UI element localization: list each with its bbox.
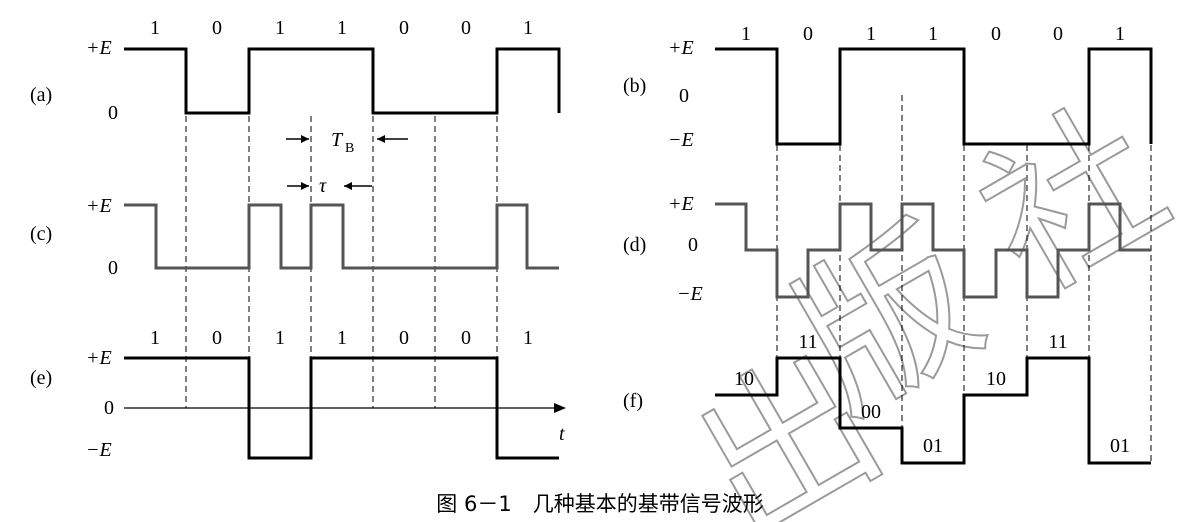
level-plus-e-label: +E (86, 195, 112, 217)
bit-label: 1 (523, 327, 533, 349)
bit-label: 1 (275, 17, 285, 39)
dibit-label: 01 (923, 435, 943, 457)
bit-label: 0 (803, 23, 813, 45)
waveform-c (124, 205, 559, 268)
dibit-label: 10 (734, 368, 754, 390)
panel-a-label: (a) (30, 84, 52, 106)
time-axis: t (124, 403, 566, 445)
panel-c: (c) +E 0 (30, 195, 559, 279)
dibit-label: 00 (861, 401, 881, 423)
bit-label: 1 (150, 327, 160, 349)
panel-c-label: (c) (30, 223, 52, 245)
level-plus-e-label: +E (86, 37, 112, 59)
bit-label: 0 (461, 327, 471, 349)
level-plus-e-label: +E (668, 37, 694, 59)
tb-label: T (331, 129, 344, 151)
level-zero-label: 0 (108, 102, 118, 124)
bit-labels-a: 1 0 1 1 0 0 1 (150, 17, 533, 39)
bit-label: 1 (337, 327, 347, 349)
bit-label: 1 (741, 23, 751, 45)
watermark-char: 社 (950, 73, 1196, 329)
level-zero-label: 0 (688, 234, 698, 256)
bit-label: 0 (212, 327, 222, 349)
tb-subscript: B (345, 141, 354, 156)
dibit-label: 01 (1110, 435, 1130, 457)
bit-label: 0 (212, 17, 222, 39)
waveform-a (124, 49, 559, 113)
bit-label: 1 (150, 17, 160, 39)
bit-label: 1 (523, 17, 533, 39)
level-zero-label: 0 (679, 85, 689, 107)
figure-caption: 图 6－1 几种基本的基带信号波形 (436, 492, 763, 516)
dibit-label: 11 (798, 331, 817, 353)
panel-e-label: (e) (30, 367, 52, 389)
bit-label: 1 (866, 23, 876, 45)
bit-label: 0 (399, 17, 409, 39)
level-minus-e-label: −E (86, 439, 112, 461)
panel-e: (e) +E 0 −E 1 0 1 1 0 0 1 t (30, 327, 566, 461)
level-plus-e-label: +E (668, 193, 694, 215)
tb-marker: T B (286, 129, 408, 156)
level-zero-label: 0 (104, 397, 114, 419)
bit-label: 0 (1053, 23, 1063, 45)
panel-f-label: (f) (623, 390, 643, 412)
tau-marker: τ (287, 175, 372, 197)
dibit-label: 11 (1048, 331, 1067, 353)
bit-label: 1 (337, 17, 347, 39)
level-plus-e-label: +E (86, 347, 112, 369)
bit-labels-b: 1 0 1 1 0 0 1 (741, 23, 1125, 45)
dibit-label: 10 (986, 368, 1006, 390)
bit-label: 0 (461, 17, 471, 39)
bit-label: 0 (991, 23, 1001, 45)
panel-d-label: (d) (623, 234, 646, 256)
bit-labels-e: 1 0 1 1 0 0 1 (150, 327, 533, 349)
bit-label: 1 (928, 23, 938, 45)
level-minus-e-label: −E (677, 283, 703, 305)
tau-label: τ (319, 175, 327, 197)
panel-b-label: (b) (623, 75, 646, 97)
bit-label: 1 (275, 327, 285, 349)
time-axis-label: t (559, 423, 565, 445)
level-minus-e-label: −E (668, 129, 694, 151)
bit-label: 0 (399, 327, 409, 349)
level-zero-label: 0 (108, 257, 118, 279)
panel-a: (a) +E 0 1 0 1 1 0 0 1 T B τ (30, 17, 559, 197)
bit-label: 1 (1115, 23, 1125, 45)
